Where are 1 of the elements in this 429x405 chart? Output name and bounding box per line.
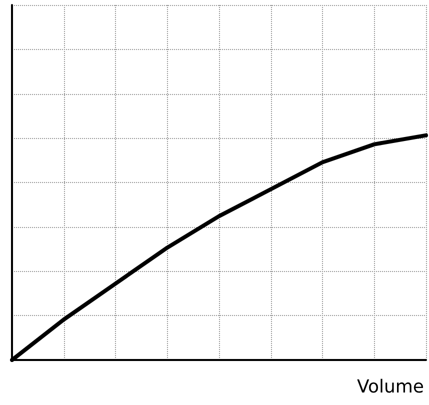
x-axis-title: Volume [357, 376, 424, 398]
